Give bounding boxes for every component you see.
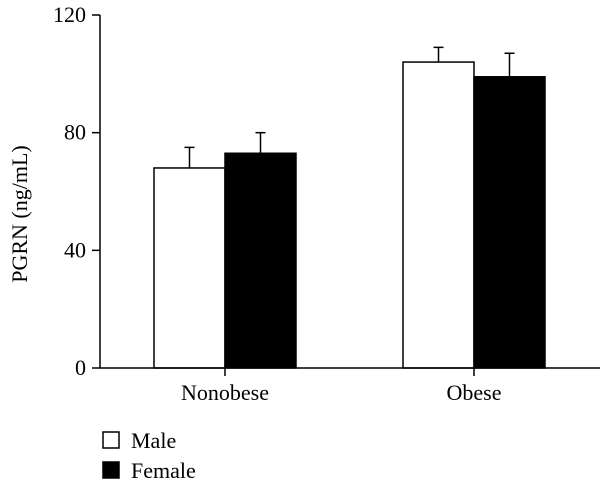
y-tick-label-40: 40 xyxy=(64,237,86,262)
y-axis-title: PGRN (ng/mL) xyxy=(7,145,32,283)
bar-male-obese xyxy=(402,61,475,369)
legend-swatch-male xyxy=(102,431,120,449)
bar-male-nonobese xyxy=(153,167,226,369)
legend: Male Female xyxy=(102,428,196,483)
legend-label-male: Male xyxy=(131,428,176,453)
plot-area xyxy=(153,46,546,369)
bar-female-obese xyxy=(473,76,546,369)
y-tick-label-80: 80 xyxy=(64,120,86,145)
y-tick-label-0: 0 xyxy=(75,355,86,380)
legend-swatch-female xyxy=(102,461,120,479)
y-tick-label-120: 120 xyxy=(53,2,86,27)
y-axis: 0 40 80 120 xyxy=(53,2,101,380)
x-axis: Nonobese Obese xyxy=(100,367,600,405)
legend-label-female: Female xyxy=(131,458,196,483)
x-tick-label-nonobese: Nonobese xyxy=(181,380,269,405)
bar-female-nonobese xyxy=(224,152,297,369)
x-tick-label-obese: Obese xyxy=(447,380,502,405)
